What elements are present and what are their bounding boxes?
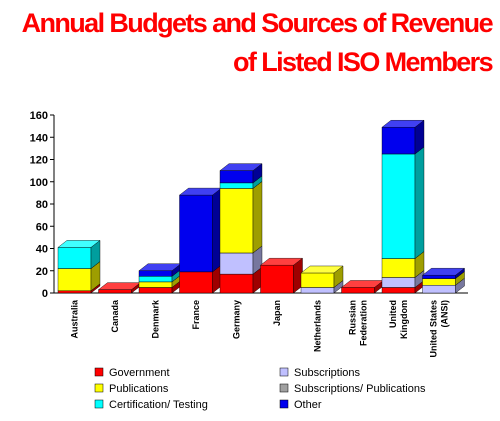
bar-top bbox=[219, 163, 263, 171]
bar-segment bbox=[138, 263, 182, 277]
bar-front bbox=[260, 264, 294, 294]
bar-top bbox=[300, 265, 344, 274]
bar-segment bbox=[259, 257, 304, 294]
bar-front bbox=[381, 277, 416, 288]
category-label: Australia bbox=[70, 299, 80, 339]
legend-label: Subscriptions bbox=[294, 367, 361, 379]
y-tick-label: 60 bbox=[36, 221, 48, 233]
bar-front bbox=[422, 275, 456, 279]
category-label: United States bbox=[429, 300, 439, 358]
bar-front bbox=[381, 127, 416, 155]
bar-top bbox=[381, 120, 425, 128]
bar-front bbox=[138, 276, 173, 283]
bar-front bbox=[138, 287, 173, 294]
chart-title-line-2: of Listed ISO Members bbox=[233, 47, 494, 77]
bar-front bbox=[300, 272, 335, 288]
bar-front bbox=[57, 247, 92, 269]
legend-swatch bbox=[94, 383, 104, 393]
bar-segment bbox=[178, 264, 223, 294]
bar-front bbox=[57, 290, 92, 294]
bar-front bbox=[57, 268, 92, 291]
bar-front bbox=[381, 287, 416, 294]
legend-label: Government bbox=[109, 367, 170, 379]
bar-front bbox=[219, 273, 254, 294]
bar-top bbox=[57, 240, 101, 248]
bar-front bbox=[179, 194, 213, 273]
category-label: Japan bbox=[272, 300, 282, 326]
legend-label: Other bbox=[294, 399, 322, 411]
category-label: Canada bbox=[110, 299, 120, 333]
category-labels: Australia Canada Denmark France Germany Japan… bbox=[70, 299, 450, 358]
category-label: Kingdom bbox=[399, 300, 409, 339]
legend-swatch bbox=[279, 383, 289, 393]
chart-legend: Government Subscriptions Publications Subsc… bbox=[94, 367, 426, 411]
bar-segment bbox=[178, 187, 223, 273]
chart-bars bbox=[57, 119, 466, 294]
category-label: France bbox=[191, 300, 201, 330]
bar-front bbox=[98, 289, 132, 294]
bar-front bbox=[219, 170, 254, 184]
bar-segment bbox=[381, 146, 425, 259]
category-label: Netherlands bbox=[313, 300, 323, 352]
y-tick-label: 100 bbox=[30, 177, 48, 189]
bar-front bbox=[300, 287, 335, 294]
category-label: Denmark bbox=[151, 299, 161, 339]
bar-front bbox=[381, 258, 416, 278]
category-label: Russian bbox=[348, 300, 358, 335]
category-label: Federation bbox=[359, 300, 369, 346]
bar-front bbox=[219, 182, 254, 189]
category-label: United bbox=[388, 300, 398, 328]
bar-side bbox=[414, 146, 425, 259]
bar-segment bbox=[219, 163, 263, 184]
legend-label: Subscriptions/ Publications bbox=[294, 383, 426, 395]
category-label: Germany bbox=[232, 300, 242, 339]
category-label: (ANSI) bbox=[440, 300, 450, 328]
bar-front bbox=[422, 278, 456, 286]
bar-front bbox=[341, 287, 375, 294]
bar-segment bbox=[381, 119, 425, 155]
y-tick-label: 0 bbox=[42, 288, 48, 300]
y-tick-label: 120 bbox=[30, 155, 48, 167]
legend-label: Publications bbox=[109, 383, 169, 395]
legend-swatch bbox=[94, 399, 104, 409]
y-tick-label: 40 bbox=[36, 244, 48, 256]
bar-segment bbox=[421, 267, 466, 279]
y-tick-label: 20 bbox=[36, 266, 48, 278]
bar-front bbox=[138, 281, 173, 288]
bar-segment bbox=[300, 265, 344, 288]
chart-axes: 0 20 40 60 80 100 120 140 160 bbox=[30, 110, 468, 300]
bar-top bbox=[421, 268, 466, 276]
legend-swatch bbox=[279, 399, 289, 409]
bar-top bbox=[259, 257, 304, 266]
bar-front bbox=[381, 153, 416, 259]
bar-segment bbox=[340, 280, 385, 294]
chart-title-line-1: Annual Budgets and Sources of Revenue bbox=[21, 8, 494, 38]
bar-side bbox=[252, 181, 263, 254]
bar-front bbox=[138, 270, 173, 277]
bar-front bbox=[219, 252, 254, 275]
bar-front bbox=[422, 285, 456, 294]
bar-segment bbox=[219, 181, 263, 254]
y-tick-label: 80 bbox=[36, 199, 48, 211]
legend-swatch bbox=[94, 367, 104, 377]
bar-front bbox=[179, 271, 213, 294]
bar-segment bbox=[57, 239, 101, 269]
bar-front bbox=[219, 188, 254, 254]
legend-swatch bbox=[279, 367, 289, 377]
y-tick-label: 140 bbox=[30, 132, 48, 144]
bar-segment bbox=[97, 282, 142, 294]
y-tick-label: 160 bbox=[30, 110, 48, 122]
legend-label: Certification/ Testing bbox=[109, 399, 208, 411]
